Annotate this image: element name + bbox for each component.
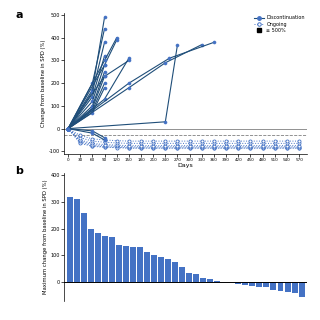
Bar — [81, 213, 87, 282]
Legend: Discontinuation, Ongoing, ≥ 500%: Discontinuation, Ongoing, ≥ 500% — [254, 15, 305, 33]
Bar — [200, 278, 206, 282]
Bar — [130, 247, 136, 282]
Bar — [109, 237, 115, 282]
Y-axis label: Maximum change from baseline in SPD (%): Maximum change from baseline in SPD (%) — [43, 180, 48, 294]
Text: a: a — [15, 10, 23, 20]
Bar — [137, 247, 143, 282]
Bar — [193, 274, 199, 282]
Bar — [144, 252, 150, 282]
Bar — [151, 255, 157, 282]
Bar — [249, 282, 255, 286]
Bar — [270, 282, 276, 290]
Bar — [74, 199, 80, 282]
Bar — [95, 233, 101, 282]
Bar — [116, 245, 122, 282]
Bar — [299, 282, 305, 297]
Bar — [123, 246, 129, 282]
Bar — [67, 197, 73, 282]
Bar — [277, 282, 284, 292]
Bar — [102, 236, 108, 282]
Bar — [292, 282, 298, 293]
X-axis label: Days: Days — [178, 163, 194, 168]
Bar — [242, 282, 248, 285]
Text: b: b — [15, 166, 23, 176]
Bar — [158, 257, 164, 282]
Bar — [88, 229, 94, 282]
Bar — [235, 282, 241, 284]
Bar — [263, 282, 269, 287]
Bar — [284, 282, 291, 292]
Bar — [256, 282, 262, 287]
Bar — [165, 259, 171, 282]
Bar — [179, 267, 185, 282]
Y-axis label: Change from baseline in SPD (%): Change from baseline in SPD (%) — [41, 39, 46, 127]
Bar — [172, 262, 178, 282]
Bar — [207, 279, 213, 282]
Bar — [214, 281, 220, 282]
Bar — [186, 273, 192, 282]
